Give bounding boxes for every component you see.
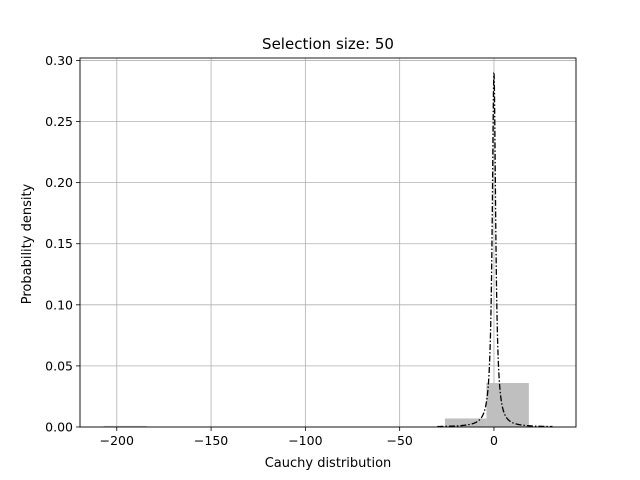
y-tick-label: 0.20 — [45, 175, 73, 190]
y-tick-label: 0.25 — [45, 114, 73, 129]
x-tick-label: −200 — [100, 433, 134, 448]
x-tick-label: −50 — [386, 433, 412, 448]
histogram-bar — [103, 425, 147, 427]
x-tick-label: −100 — [288, 433, 322, 448]
chart-title: Selection size: 50 — [262, 35, 394, 53]
y-tick-label: 0.30 — [45, 53, 73, 68]
histogram-bar — [486, 383, 529, 427]
x-tick-label: 0 — [490, 433, 498, 448]
y-axis-ticks: 0.00 0.05 0.10 0.15 0.20 0.25 0.30 — [45, 53, 80, 435]
plot-frame — [79, 57, 577, 428]
y-tick-label: 0.10 — [45, 297, 73, 312]
y-tick-label: 0.00 — [45, 420, 73, 435]
histogram-bar — [444, 418, 487, 427]
y-axis-label: Probability density — [20, 183, 35, 304]
y-tick-label: 0.05 — [45, 358, 73, 373]
y-tick-label: 0.15 — [45, 236, 73, 251]
x-tick-label: −150 — [194, 433, 228, 448]
density-curve — [437, 71, 553, 428]
x-axis-label: Cauchy distribution — [265, 456, 392, 471]
x-axis-ticks: −200 −150 −100 −50 0 — [100, 427, 498, 448]
